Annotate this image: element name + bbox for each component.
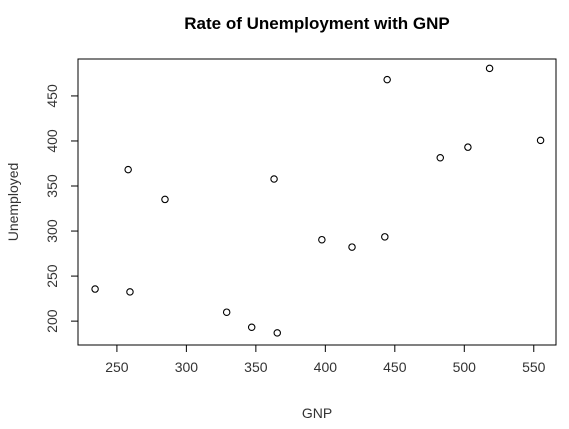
y-tick-label: 350	[44, 174, 60, 198]
y-axis-label: Unemployed	[5, 163, 21, 242]
data-point	[91, 285, 99, 293]
data-point	[124, 165, 132, 174]
y-axis: 200 250 300 350 400 450	[44, 84, 78, 333]
data-point	[222, 308, 231, 316]
data-points	[91, 64, 545, 337]
chart-title: Rate of Unemployment with GNP	[184, 14, 449, 33]
y-tick-label: 300	[44, 219, 60, 243]
plot-frame	[77, 58, 557, 346]
data-point	[485, 64, 494, 73]
data-point	[348, 243, 356, 251]
x-tick-label: 450	[383, 359, 407, 375]
y-tick-label: 400	[44, 129, 60, 153]
data-point	[381, 233, 389, 241]
data-point	[318, 235, 326, 244]
x-tick-label: 400	[314, 359, 338, 375]
y-tick-label: 200	[44, 309, 60, 333]
data-point	[436, 153, 445, 162]
x-tick-label: 500	[453, 359, 477, 375]
x-tick-label: 350	[244, 359, 268, 375]
data-point	[161, 195, 169, 204]
data-point	[383, 75, 391, 84]
x-tick-label: 250	[105, 359, 129, 375]
data-point	[270, 175, 278, 183]
data-point	[247, 323, 256, 332]
x-tick-label: 300	[175, 359, 199, 375]
data-point	[536, 136, 545, 145]
x-tick-label: 550	[522, 359, 546, 375]
data-point	[273, 329, 282, 337]
x-axis: 250 300 350 400 450 500 550	[105, 345, 546, 375]
y-tick-label: 250	[44, 264, 60, 288]
x-axis-label: GNP	[302, 405, 332, 421]
data-point	[126, 288, 134, 296]
y-tick-label: 450	[44, 84, 60, 108]
data-point	[464, 143, 472, 151]
